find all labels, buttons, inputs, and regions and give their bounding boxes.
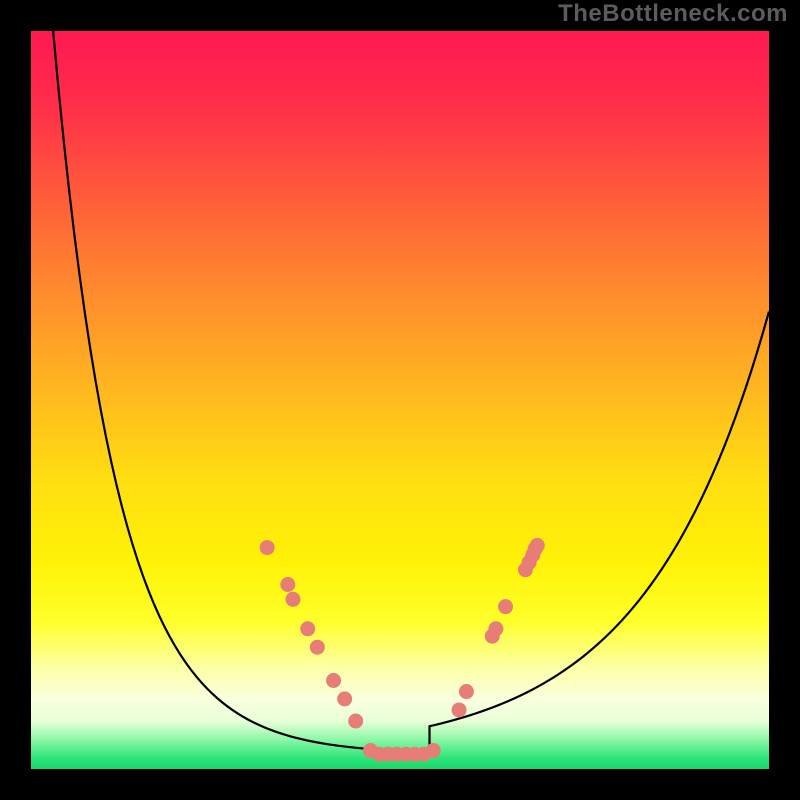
data-point [499, 600, 513, 614]
data-point [426, 744, 440, 758]
data-point [260, 541, 274, 555]
data-point [310, 640, 324, 654]
plot-area [31, 31, 769, 769]
watermark-text: TheBottleneck.com [558, 0, 788, 28]
data-point [338, 692, 352, 706]
data-point [281, 578, 295, 592]
data-point [530, 538, 544, 552]
data-point [489, 622, 503, 636]
bottleneck-chart [31, 31, 769, 769]
data-point [327, 673, 341, 687]
gradient-background [31, 31, 769, 769]
data-point [301, 622, 315, 636]
data-point [452, 703, 466, 717]
data-point [286, 592, 300, 606]
data-point [349, 714, 363, 728]
data-point [459, 685, 473, 699]
